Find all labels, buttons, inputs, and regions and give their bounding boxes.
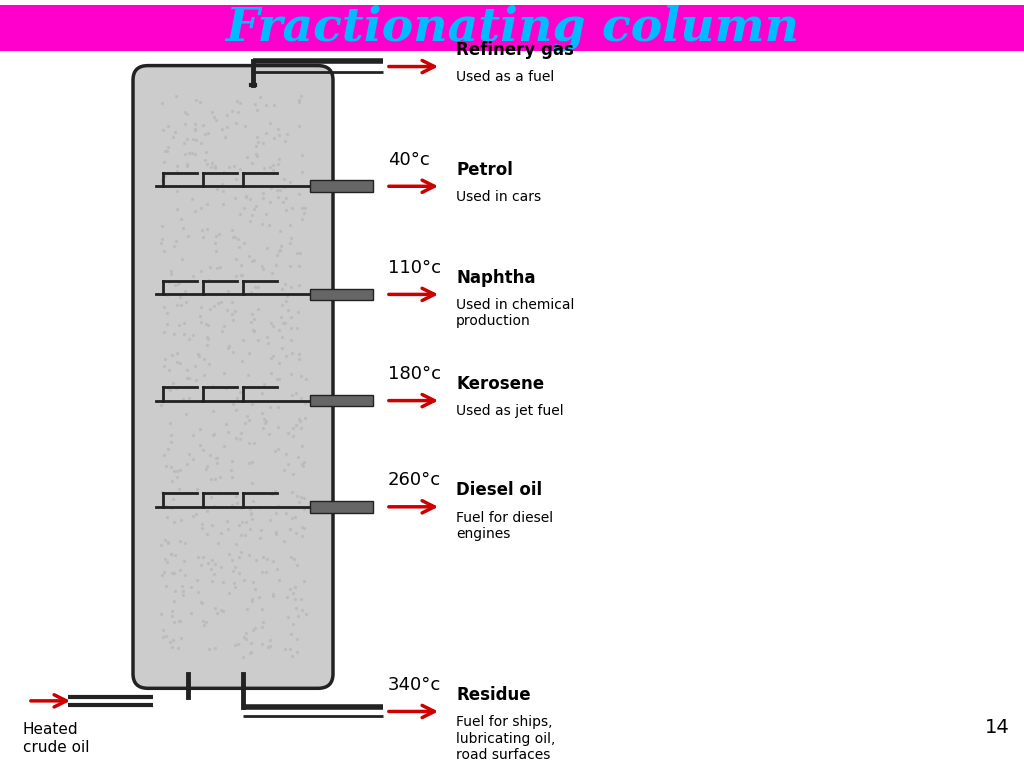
FancyBboxPatch shape — [133, 65, 333, 688]
Bar — [0, 5, 1024, 51]
Text: Refinery gas: Refinery gas — [456, 41, 573, 59]
Text: Residue: Residue — [456, 686, 530, 703]
Bar — [310, 501, 373, 512]
Text: Heated
crude oil: Heated crude oil — [23, 722, 89, 754]
Text: 260°c: 260°c — [388, 472, 441, 489]
Text: Petrol: Petrol — [456, 161, 513, 178]
Text: 340°c: 340°c — [388, 676, 441, 694]
Text: Used as a fuel: Used as a fuel — [456, 71, 554, 84]
Text: Used as jet fuel: Used as jet fuel — [456, 405, 563, 419]
Bar — [310, 395, 373, 406]
Text: Kerosene: Kerosene — [456, 375, 544, 393]
Text: 180°c: 180°c — [388, 366, 441, 383]
Text: Used in cars: Used in cars — [456, 190, 541, 204]
Text: Diesel oil: Diesel oil — [456, 481, 542, 499]
Text: Fuel for diesel
engines: Fuel for diesel engines — [456, 511, 553, 541]
Text: Naphtha: Naphtha — [456, 269, 536, 286]
Text: 110°c: 110°c — [388, 259, 441, 277]
Text: 14: 14 — [985, 717, 1010, 737]
Text: 40°c: 40°c — [388, 151, 430, 169]
Text: Fractionating column: Fractionating column — [225, 5, 799, 51]
Text: Used in chemical
production: Used in chemical production — [456, 298, 574, 329]
Text: Fuel for ships,
lubricating oil,
road surfaces: Fuel for ships, lubricating oil, road su… — [456, 715, 555, 762]
Bar — [310, 289, 373, 300]
Bar — [310, 180, 373, 192]
